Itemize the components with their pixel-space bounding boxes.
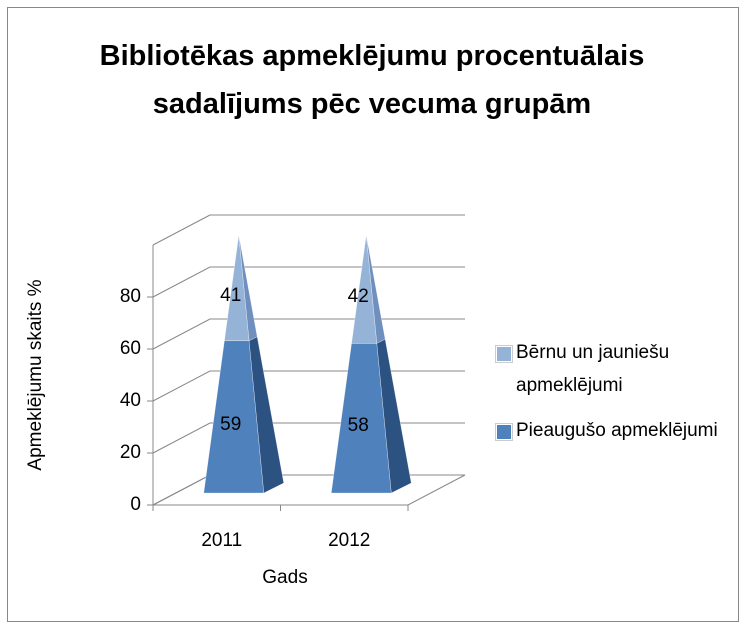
x-axis-title: Gads xyxy=(262,567,307,588)
y-tick-label: 60 xyxy=(120,338,141,359)
legend-label: Pieaugušo apmeklējumi xyxy=(516,420,718,441)
pyramid-segment xyxy=(224,234,250,341)
grid-line xyxy=(152,266,465,298)
y-tick-label: 40 xyxy=(120,390,141,411)
y-axis-title: Apmeklējumu skaits % xyxy=(25,279,46,470)
data-label: 59 xyxy=(220,414,241,435)
legend-label: Bērnu un jauniešu apmeklējumi xyxy=(516,342,670,396)
data-label: 42 xyxy=(348,286,369,307)
legend-swatch xyxy=(496,346,512,362)
x-tick-label: 2012 xyxy=(328,530,370,551)
pyramid-segment xyxy=(351,234,377,344)
data-label: 41 xyxy=(220,285,241,306)
data-label: 58 xyxy=(348,415,369,436)
chart-title: Bibliotēkas apmeklējumu procentuālais sa… xyxy=(99,40,645,120)
y-tick-label: 20 xyxy=(120,442,141,463)
back-wall-top xyxy=(152,214,211,246)
y-tick-label: 80 xyxy=(120,286,141,307)
x-tick-label: 2011 xyxy=(201,530,242,551)
legend-swatch xyxy=(496,424,512,440)
y-tick-label: 0 xyxy=(130,494,141,515)
